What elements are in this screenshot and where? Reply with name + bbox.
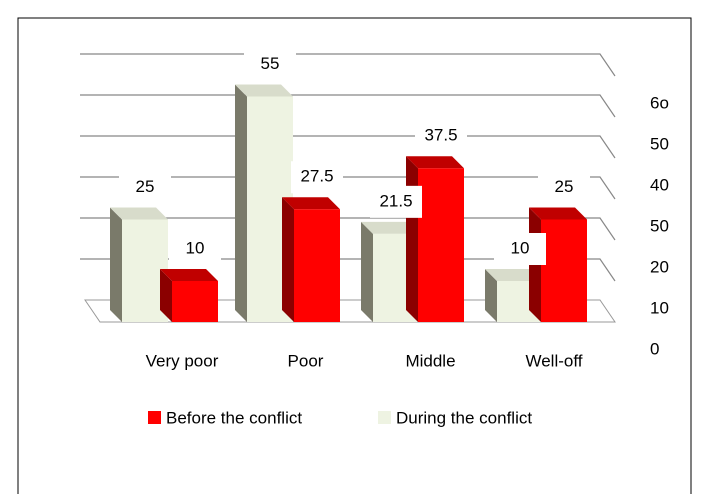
bar — [294, 209, 340, 322]
value-label-box — [119, 171, 171, 204]
y-tick-label: 20 — [650, 257, 669, 276]
x-tick-label: Poor — [288, 351, 324, 370]
value-label: 25 — [555, 177, 574, 196]
x-tick-label: Middle — [405, 351, 455, 370]
bar-top — [361, 221, 419, 234]
value-label-box — [415, 120, 467, 153]
y-tick-label: 10 — [650, 298, 669, 317]
value-label-box — [494, 233, 546, 265]
bar-top — [235, 84, 293, 97]
bar-top — [529, 207, 587, 220]
y-tick-label: 50 — [650, 134, 669, 153]
bar-side — [406, 156, 418, 322]
value-label: 55 — [261, 54, 280, 73]
x-tick-label: Well-off — [525, 351, 582, 370]
value-label: 21.5 — [379, 191, 412, 210]
legend-swatch — [378, 411, 391, 424]
bar-top — [485, 269, 543, 281]
y-tick-label: 50 — [650, 216, 669, 235]
value-label: 10 — [186, 238, 205, 257]
bar-top — [406, 156, 464, 169]
bar-side — [361, 221, 373, 322]
value-label-box — [370, 185, 422, 218]
value-label-box — [244, 48, 296, 81]
value-label: 37.5 — [424, 126, 457, 145]
bar-side — [110, 207, 122, 322]
value-label-box — [169, 233, 221, 265]
bar-top — [110, 207, 168, 220]
legend-label: Before the conflict — [166, 408, 302, 427]
value-label-box — [538, 171, 590, 204]
value-label: 27.5 — [300, 167, 333, 186]
bar — [172, 281, 218, 322]
legend-label: During the conflict — [396, 408, 532, 427]
value-label: 10 — [511, 238, 530, 257]
bar-side — [282, 197, 294, 322]
bar-side — [485, 269, 497, 322]
bar — [418, 168, 464, 322]
bar — [541, 219, 587, 322]
x-tick-label: Very poor — [146, 351, 219, 370]
bar-side — [235, 84, 247, 322]
bar-side — [160, 269, 172, 322]
y-tick-label: 0 — [650, 339, 659, 358]
bar-top — [160, 269, 218, 281]
value-label: 25 — [136, 177, 155, 196]
y-tick-label: 6o — [650, 93, 669, 112]
value-label-box — [291, 161, 343, 194]
legend-swatch — [148, 411, 161, 424]
y-tick-label: 40 — [650, 175, 669, 194]
bar-top — [282, 197, 340, 210]
